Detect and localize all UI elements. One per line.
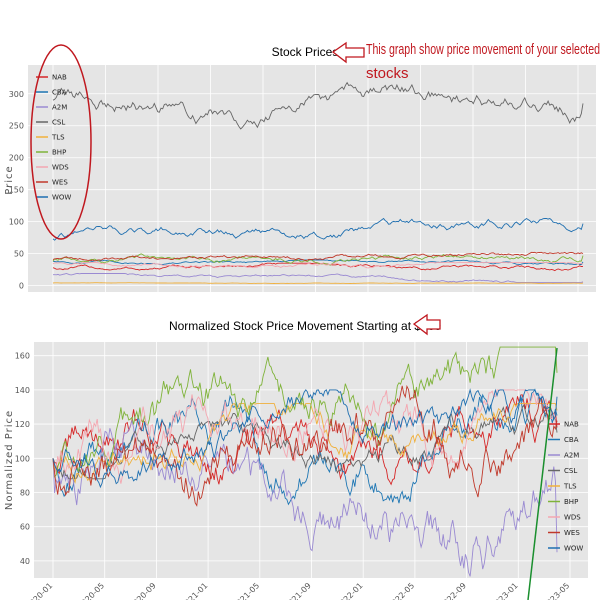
bottom-chart-ylabel: Normalized Price xyxy=(4,410,15,510)
y-tick-label: 120 xyxy=(15,420,30,429)
legend-label-nab: NAB xyxy=(564,421,579,429)
y-tick-label: 160 xyxy=(15,352,30,361)
legend-label-bhp: BHP xyxy=(52,149,66,157)
series-line-csl xyxy=(52,81,584,130)
x-tick-label: 2020-05 xyxy=(76,581,106,600)
x-tick-label: 2021-01 xyxy=(180,581,210,600)
legend-label-wes: WES xyxy=(564,529,580,537)
y-tick-label: 100 xyxy=(9,218,24,227)
y-tick-label: 40 xyxy=(20,557,30,566)
legend-label-cba: CBA xyxy=(52,89,67,97)
x-tick-label: 2020-01 xyxy=(24,581,54,600)
series-line-cba xyxy=(52,388,558,506)
bottom-chart-series xyxy=(52,346,558,577)
legend-label-wow: WOW xyxy=(52,194,71,202)
top-chart-title: Stock Prices xyxy=(272,45,339,59)
x-tick-label: 2022-09 xyxy=(438,581,468,600)
series-line-wds xyxy=(52,389,558,484)
series-line-wow xyxy=(52,217,584,241)
series-line-wes xyxy=(52,384,558,507)
legend-label-tls: TLS xyxy=(563,483,577,491)
series-line-tls xyxy=(52,402,558,485)
series-line-wow xyxy=(52,388,558,489)
y-tick-label: 140 xyxy=(15,386,30,395)
y-tick-label: 50 xyxy=(14,250,24,259)
series-line-bhp xyxy=(52,346,558,478)
series-line-bhp xyxy=(52,253,584,266)
legend-label-wow: WOW xyxy=(564,545,583,553)
bottom-chart-legend: NAB CBA A2M CSL TLS BHP WDS WES WOW xyxy=(548,421,583,553)
bottom-chart-y-ticks: 40 60 80 100 120 140 160 xyxy=(15,352,30,566)
legend-label-a2m: A2M xyxy=(52,104,67,112)
y-tick-label: 250 xyxy=(9,122,24,131)
trend-line xyxy=(527,347,558,600)
x-tick-label: 2023-01 xyxy=(490,581,520,600)
x-tick-label: 2021-09 xyxy=(283,581,313,600)
annotation-line-2: stocks xyxy=(366,65,409,82)
series-line-wes xyxy=(52,251,584,262)
legend-label-wes: WES xyxy=(52,179,68,187)
top-chart-legend: NAB CBA A2M CSL TLS BHP WDS WES WOW xyxy=(36,74,71,202)
legend-label-cba: CBA xyxy=(564,436,579,444)
legend-label-nab: NAB xyxy=(52,74,67,82)
x-tick-label: 2021-05 xyxy=(231,581,261,600)
annotation-line-1: This graph show price movement of your s… xyxy=(366,41,600,58)
legend-label-bhp: BHP xyxy=(564,498,578,506)
series-line-a2m xyxy=(53,273,584,283)
series-line-cba xyxy=(52,259,584,266)
x-tick-label: 2023-05 xyxy=(541,581,571,600)
top-chart-y-ticks: 0 50 100 150 200 250 300 xyxy=(9,90,24,291)
arrow-to-title-icon xyxy=(331,41,365,64)
legend-label-a2m: A2M xyxy=(564,452,579,460)
y-tick-label: 200 xyxy=(9,154,24,163)
y-tick-label: 80 xyxy=(20,488,30,497)
top-chart-series xyxy=(52,81,584,284)
y-tick-label: 0 xyxy=(19,282,24,291)
y-tick-label: 300 xyxy=(9,90,24,99)
legend-label-wds: WDS xyxy=(52,164,69,172)
bottom-chart-x-ticks: 2020-01 2020-05 2020-09 2021-01 2021-05 2021-… xyxy=(24,581,571,600)
series-line-a2m xyxy=(52,420,558,577)
legend-label-csl: CSL xyxy=(52,119,65,127)
arrow-to-bottom-title-icon xyxy=(412,313,441,336)
y-tick-label: 60 xyxy=(20,523,30,532)
bottom-chart-title: Normalized Stock Price Movement Starting… xyxy=(169,319,441,333)
series-line-tls xyxy=(52,282,584,284)
x-tick-label: 2022-01 xyxy=(335,581,365,600)
series-line-wds xyxy=(52,262,584,269)
legend-highlight-ellipse xyxy=(30,44,92,240)
legend-label-tls: TLS xyxy=(51,134,65,142)
legend-label-csl: CSL xyxy=(564,467,577,475)
legend-label-wds: WDS xyxy=(564,514,581,522)
x-tick-label: 2022-05 xyxy=(386,581,416,600)
y-tick-label: 150 xyxy=(9,186,24,195)
x-tick-label: 2020-09 xyxy=(128,581,158,600)
top-chart-ylabel: Price xyxy=(4,165,15,194)
y-tick-label: 100 xyxy=(15,454,30,463)
